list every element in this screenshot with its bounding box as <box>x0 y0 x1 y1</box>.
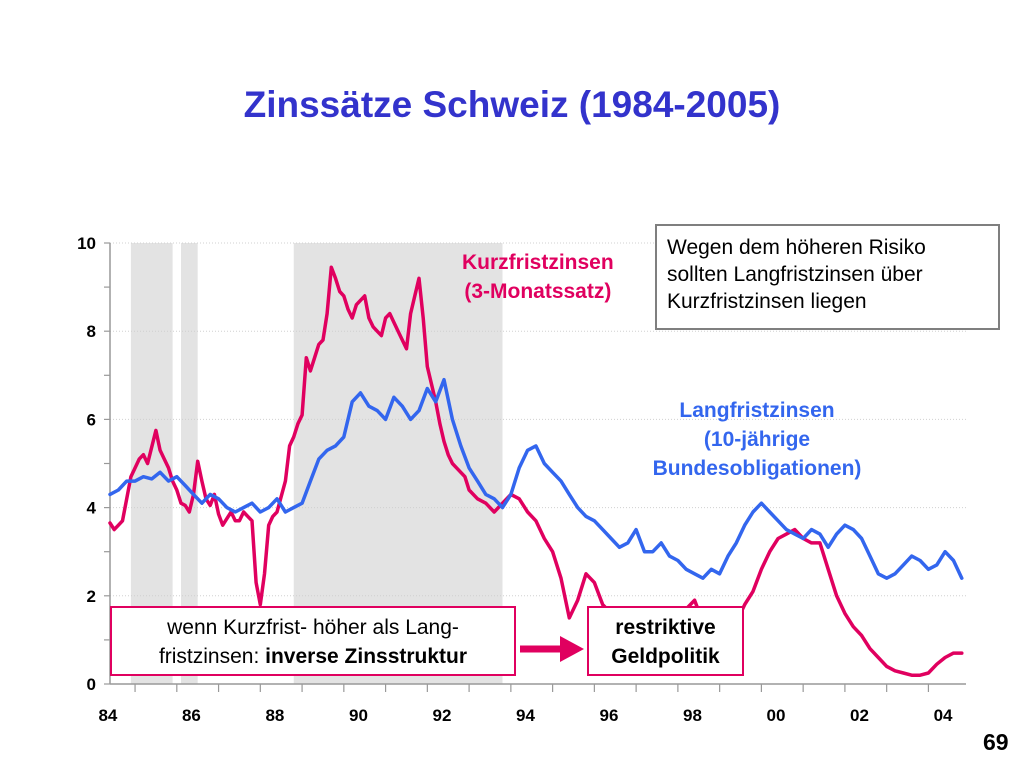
x-tick-label: 02 <box>850 706 869 725</box>
inverse-note-line2: fristzinsen: inverse Zinsstruktur <box>112 642 514 671</box>
policy-line2: Geldpolitik <box>611 645 720 668</box>
risk-note-box: Wegen dem höheren Risiko sollten Langfri… <box>655 224 1000 330</box>
page-number: 69 <box>983 729 1009 755</box>
risk-note-line3: Kurzfristzinsen liegen <box>667 290 867 313</box>
long-rate-label-line1: Langfristzinsen <box>679 399 835 422</box>
risk-note-line1: Wegen dem höheren Risiko <box>667 236 926 259</box>
arrow-head <box>560 636 584 662</box>
inverse-note-line1: wenn Kurzfrist- höher als Lang- <box>167 616 459 639</box>
x-tick-label: 90 <box>349 706 368 725</box>
short-rate-label: Kurzfristzinsen (3-Monatssatz) <box>462 248 614 306</box>
inverse-note-emphasis: inverse Zinsstruktur <box>265 645 468 668</box>
y-tick-label: 10 <box>77 234 96 253</box>
long-rate-label-line3: Bundesobligationen) <box>652 457 862 480</box>
risk-note-line2: sollten Langfristzinsen über <box>667 263 923 286</box>
short-rate-label-line1: Kurzfristzinsen <box>462 251 614 274</box>
inverse-structure-box: wenn Kurzfrist- höher als Lang- fristzin… <box>110 606 516 676</box>
inverse-note-prefix: fristzinsen: <box>158 645 266 668</box>
x-tick-label: 84 <box>98 706 117 725</box>
y-tick-label: 2 <box>87 587 96 606</box>
x-tick-label: 94 <box>516 706 535 725</box>
y-tick-label: 0 <box>87 675 96 694</box>
arrow <box>520 636 584 662</box>
y-tick-label: 8 <box>87 322 96 341</box>
x-tick-label: 96 <box>600 706 619 725</box>
policy-line1: restriktive <box>615 616 716 639</box>
long-rate-line <box>108 377 964 580</box>
inverse-period-band-1 <box>180 243 198 684</box>
series-lines <box>108 265 964 677</box>
x-tick-label: 88 <box>265 706 284 725</box>
page-title: Zinssätze Schweiz (1984-2005) <box>243 84 781 125</box>
x-tick-label: 92 <box>433 706 452 725</box>
long-rate-label: Langfristzinsen (10-jährige Bundesobliga… <box>626 396 888 483</box>
x-tick-label: 00 <box>767 706 786 725</box>
y-tick-label: 4 <box>87 499 97 518</box>
x-tick-label: 98 <box>683 706 702 725</box>
short-rate-label-line2: (3-Monatssatz) <box>464 280 612 303</box>
monetary-policy-box: restriktive Geldpolitik <box>587 606 744 676</box>
long-rate-label-line2: (10-jährige <box>703 428 811 451</box>
y-tick-label: 6 <box>87 410 96 429</box>
x-tick-label: 86 <box>182 706 201 725</box>
short-rate-line <box>108 265 964 677</box>
x-tick-label: 04 <box>934 706 953 725</box>
